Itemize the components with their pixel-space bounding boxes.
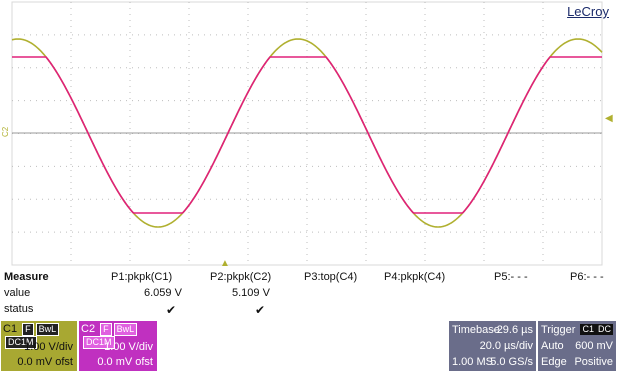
- trigger-type: Edge: [541, 356, 567, 368]
- c1-vdiv: 1.00 V/div: [24, 341, 73, 353]
- timebase-rate: 5.0 GS/s: [490, 356, 533, 368]
- param-label-p4[interactable]: P4:pkpk(C4): [384, 271, 446, 283]
- param-label-p2[interactable]: P2:pkpk(C2): [210, 271, 272, 283]
- timebase-tdiv: 20.0 µs/div: [479, 340, 533, 352]
- trigger-level-marker[interactable]: ◀: [605, 113, 613, 124]
- c1-offset: 0.0 mV ofst: [17, 356, 73, 368]
- c2-offset: 0.0 mV ofst: [97, 356, 153, 368]
- channel-c1-descriptor[interactable]: C1 F BwLDC1M 1.00 V/div 0.0 mV ofst: [1, 321, 77, 371]
- param-label-p6[interactable]: P6:- - -: [570, 271, 604, 283]
- measure-status-row: status ✔ ✔: [0, 303, 617, 319]
- param-value-p1: 6.059 V: [144, 287, 182, 299]
- measure-header-row: Measure P1:pkpk(C1) P2:pkpk(C2) P3:top(C…: [0, 271, 617, 287]
- channel-c2-descriptor[interactable]: C2 F BwLDC1M 1.00 V/div 0.0 mV ofst: [79, 321, 157, 371]
- measure-title[interactable]: Measure: [4, 271, 49, 283]
- timebase-descriptor[interactable]: Timebase -29.6 µs 20.0 µs/div 1.00 MS 5.…: [449, 321, 536, 371]
- measure-value-row: value 6.059 V 5.109 V: [0, 287, 617, 303]
- c1-tag-bwl: BwL: [35, 323, 60, 336]
- trigger-label: Trigger: [541, 324, 576, 336]
- value-row-label: value: [4, 287, 31, 299]
- c1-name: C1: [3, 323, 18, 335]
- status-check-p1: ✔: [166, 303, 177, 317]
- c2-tag-bwl: BwL: [113, 323, 138, 336]
- lecroy-logo: LeCroy: [567, 4, 609, 19]
- c2-tag-fixed: F: [100, 323, 112, 336]
- timebase-delay: -29.6 µs: [493, 324, 533, 336]
- timebase-label: Timebase: [452, 324, 500, 336]
- trace-c2: [12, 56, 602, 214]
- param-label-p3[interactable]: P3:top(C4): [304, 271, 358, 283]
- param-label-p5[interactable]: P5:- - -: [494, 271, 528, 283]
- c2-name: C2: [81, 323, 96, 335]
- trigger-position-marker[interactable]: ▲: [220, 258, 230, 268]
- c2-vdiv: 1.00 V/div: [104, 341, 153, 353]
- c2-tag-coupling: DC1M: [83, 336, 115, 349]
- timebase-samples: 1.00 MS: [452, 356, 493, 368]
- param-value-p2: 5.109 V: [232, 287, 270, 299]
- c1-tag-fixed: F: [22, 323, 34, 336]
- ch2-ground-marker[interactable]: C2: [1, 126, 10, 137]
- status-row-label: status: [4, 303, 34, 315]
- waveform-display[interactable]: C2 ◀ ▲: [0, 0, 617, 268]
- trigger-coupling-tag: DC: [596, 324, 613, 335]
- trigger-source-tag: C1: [580, 324, 596, 335]
- trigger-slope: Positive: [574, 356, 613, 368]
- param-label-p1[interactable]: P1:pkpk(C1): [111, 271, 173, 283]
- trigger-level: 600 mV: [575, 340, 613, 352]
- status-check-p2: ✔: [255, 303, 266, 317]
- trigger-mode: Auto: [541, 340, 564, 352]
- c1-tag-coupling: DC1M: [5, 336, 37, 349]
- trigger-source: C1 DC: [580, 323, 613, 335]
- trigger-descriptor[interactable]: Trigger C1 DC Auto 600 mV Edge Positive: [538, 321, 616, 371]
